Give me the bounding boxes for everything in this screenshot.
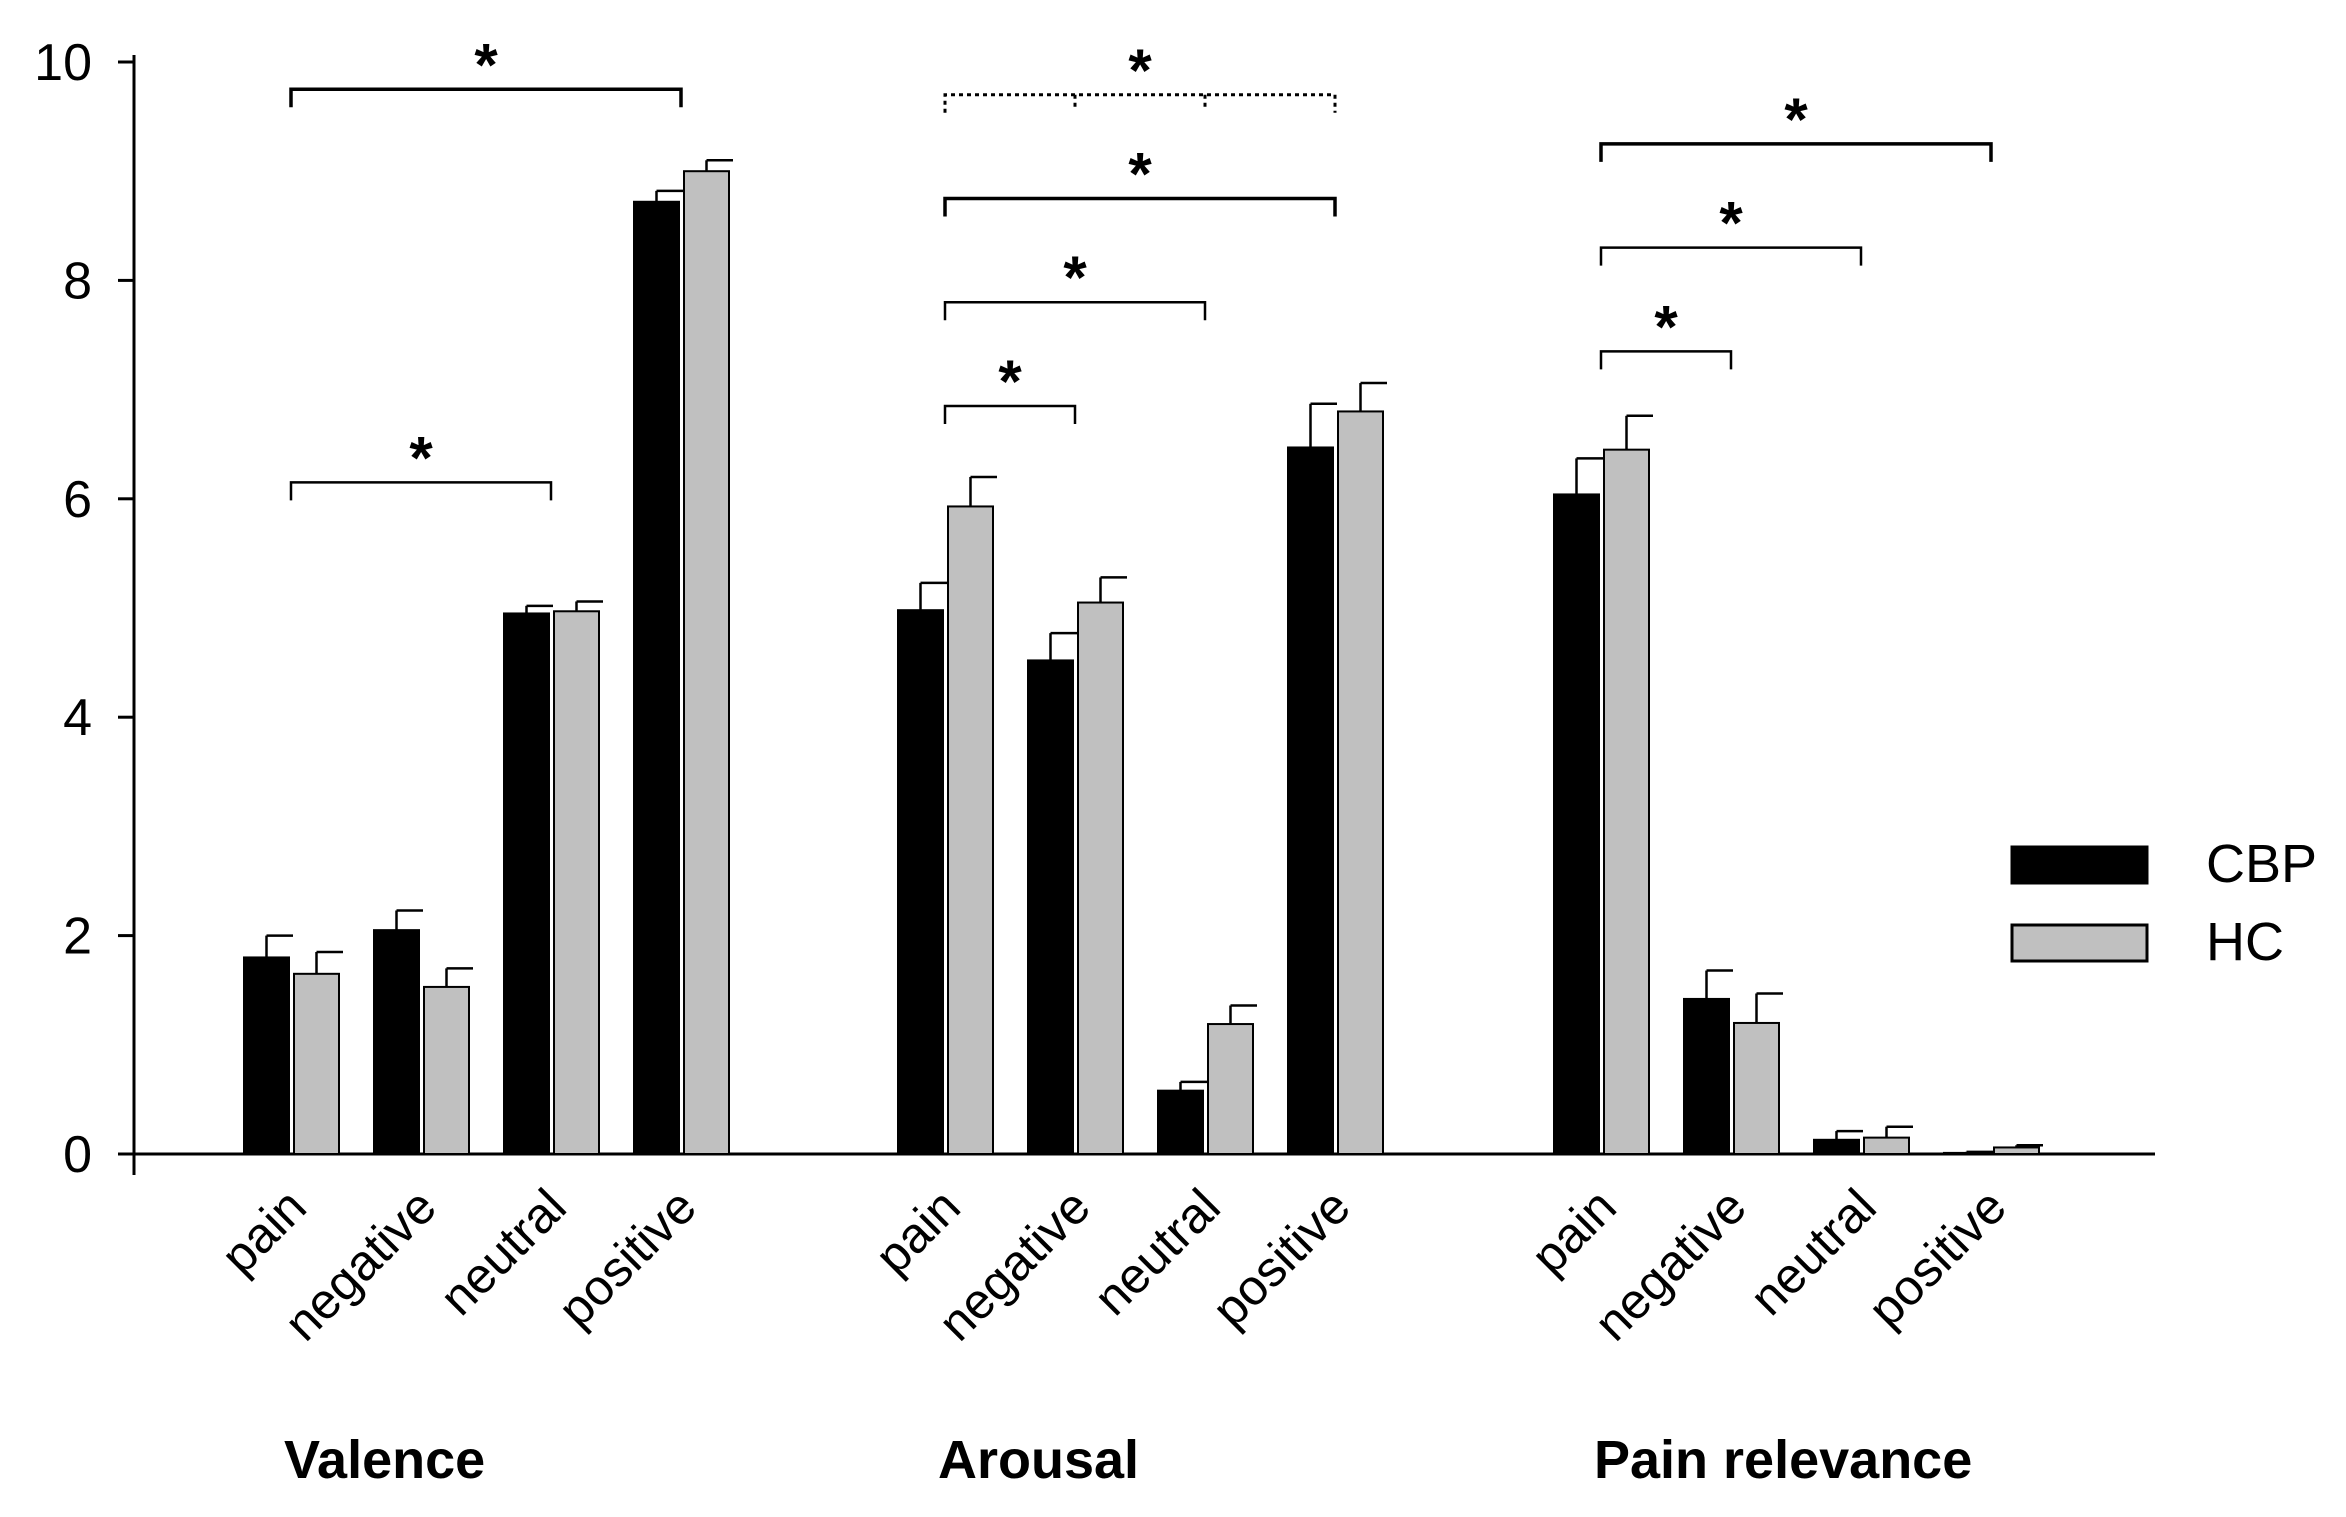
y-tick-label: 2: [63, 908, 92, 966]
bar-cbp-arousal-positive: [1287, 446, 1334, 1155]
bar-hc-pain-relevance-pain: [1603, 448, 1650, 1156]
y-tick-label: 8: [63, 252, 92, 310]
bracket-line: [943, 404, 1077, 424]
bar-cbp-arousal-pain: [897, 609, 944, 1155]
category-label: pain: [210, 1178, 316, 1284]
category-label: pain: [864, 1178, 970, 1284]
legend-swatch-hc: [2010, 923, 2149, 963]
category-label: positive: [1201, 1178, 1360, 1337]
significance-star: *: [1719, 190, 1743, 257]
significance-brackets: * * * * * * * * *: [289, 31, 1993, 501]
y-tick-label: 10: [34, 34, 92, 92]
bar-hc-pain-relevance-positive: [1993, 1146, 2040, 1155]
y-ticks: 0 2 4 6 8 10: [34, 34, 134, 1184]
bar-hc-pain-relevance-negative: [1733, 1021, 1780, 1156]
bracket-line: [943, 196, 1337, 217]
y-tick-label: 4: [63, 689, 92, 747]
significance-star: *: [1128, 141, 1152, 208]
significance-star: *: [1654, 293, 1678, 360]
significance-star: *: [1063, 244, 1087, 311]
bar-cbp-valence-positive: [633, 200, 680, 1155]
group-label-arousal: Arousal: [938, 1430, 1139, 1490]
significance-bracket: *: [943, 37, 1337, 113]
significance-bracket: *: [1599, 293, 1733, 370]
bar-hc-valence-pain: [293, 972, 340, 1155]
bar-cbp-pain-relevance-neutral: [1813, 1138, 1860, 1155]
significance-bracket: *: [1599, 190, 1863, 266]
legend: CBP HC: [2010, 834, 2317, 972]
significance-bracket: *: [289, 31, 683, 108]
bracket-line: [289, 87, 683, 108]
group-label-pain-relevance: Pain relevance: [1594, 1430, 1972, 1490]
bar-hc-pain-relevance-neutral: [1863, 1136, 1910, 1155]
significance-bracket: *: [943, 141, 1337, 217]
significance-bracket: *: [289, 424, 553, 501]
significance-bracket: *: [1599, 86, 1993, 162]
bar-cbp-arousal-neutral: [1157, 1089, 1204, 1155]
bracket-line: [943, 93, 1337, 113]
y-tick-label: 6: [63, 471, 92, 529]
bar-hc-arousal-negative: [1077, 601, 1124, 1155]
significance-bracket: *: [943, 244, 1207, 321]
significance-star: *: [1784, 86, 1808, 153]
bracket-line: [943, 300, 1207, 321]
bar-hc-valence-positive: [683, 170, 730, 1155]
bar-cbp-pain-relevance-positive: [1943, 1151, 1990, 1156]
significance-star: *: [474, 31, 498, 98]
group-labels: Valence Arousal Pain relevance: [284, 1430, 1972, 1490]
bar-cbp-pain-relevance-pain: [1553, 493, 1600, 1155]
bar-hc-arousal-neutral: [1207, 1023, 1254, 1155]
significance-star: *: [998, 348, 1022, 415]
bracket-line: [289, 481, 553, 501]
significance-star: *: [409, 424, 433, 491]
category-label: positive: [547, 1178, 706, 1337]
legend-label-hc: HC: [2206, 912, 2284, 972]
y-tick-label: 0: [63, 1126, 92, 1184]
bracket-line: [1599, 246, 1863, 266]
bars: [243, 159, 2043, 1156]
bracket-line: [1599, 142, 1993, 162]
bar-hc-arousal-pain: [947, 505, 994, 1156]
bar-cbp-valence-neutral: [503, 612, 550, 1155]
bar-cbp-arousal-negative: [1027, 659, 1074, 1156]
bar-hc-valence-negative: [423, 985, 470, 1156]
category-label: positive: [1857, 1178, 2016, 1337]
bracket-line: [1599, 350, 1733, 370]
bar-cbp-valence-negative: [373, 929, 420, 1156]
significance-bracket: *: [943, 348, 1077, 424]
category-label: pain: [1520, 1178, 1626, 1284]
significance-star: *: [1128, 37, 1152, 104]
group-label-valence: Valence: [284, 1430, 485, 1490]
legend-swatch-cbp: [2010, 845, 2149, 885]
bar-hc-arousal-positive: [1337, 410, 1384, 1155]
bar-cbp-valence-pain: [243, 956, 290, 1155]
legend-label-cbp: CBP: [2206, 834, 2317, 894]
bar-cbp-pain-relevance-negative: [1683, 997, 1730, 1155]
bar-hc-valence-neutral: [553, 610, 600, 1155]
